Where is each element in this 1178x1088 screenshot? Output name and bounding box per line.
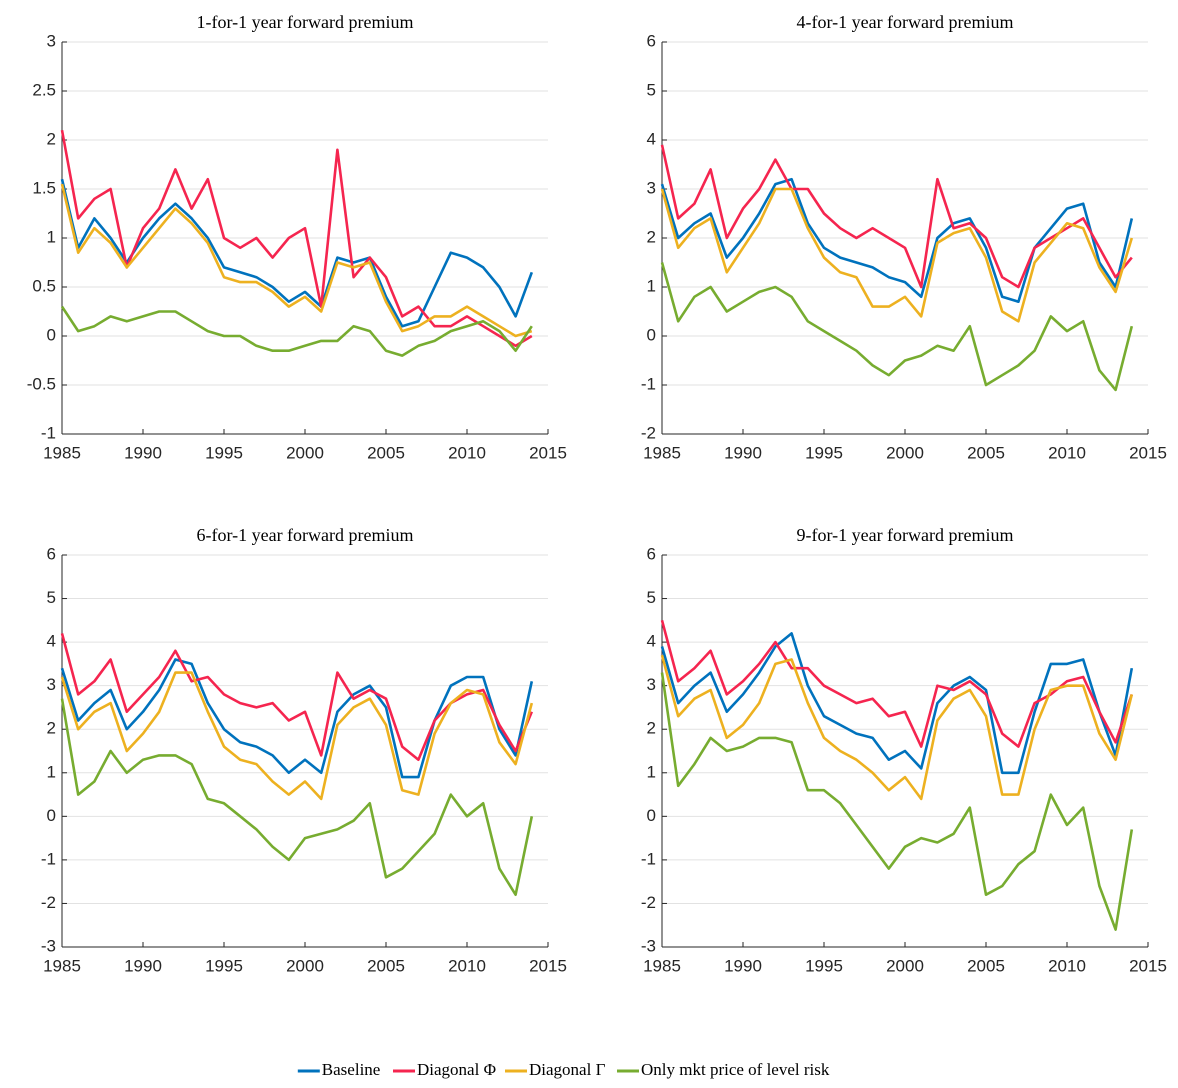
series-line <box>660 187 1134 323</box>
y-tick-label: 4 <box>647 129 656 148</box>
legend-label: Only mkt price of level risk <box>641 1060 830 1079</box>
series-line <box>60 183 533 338</box>
series-line <box>660 177 1134 303</box>
x-tick-label: 2015 <box>529 443 567 462</box>
series-line <box>60 305 533 357</box>
x-tick-label: 2000 <box>886 956 924 975</box>
x-tick-label: 1990 <box>124 443 162 462</box>
series-line <box>660 632 1134 775</box>
y-tick-label: 2 <box>47 129 56 148</box>
y-tick-label: -1 <box>41 849 56 868</box>
legend-label: Baseline <box>322 1060 381 1079</box>
series-line <box>660 619 1134 748</box>
x-tick-label: 2005 <box>967 956 1005 975</box>
series-line <box>60 178 534 328</box>
legend-label: Diagonal Γ <box>529 1060 606 1079</box>
y-tick-label: 5 <box>647 588 656 607</box>
series-line <box>660 654 1134 801</box>
y-tick-label: 1.5 <box>32 178 56 197</box>
x-tick-label: 2015 <box>529 956 567 975</box>
x-tick-label: 2005 <box>367 443 405 462</box>
y-tick-label: -3 <box>641 936 656 955</box>
y-tick-label: 5 <box>47 588 56 607</box>
x-tick-label: 1985 <box>43 956 81 975</box>
series-line <box>60 658 534 779</box>
y-tick-label: -3 <box>41 936 56 955</box>
series-line <box>60 698 534 896</box>
y-tick-label: 4 <box>647 632 656 651</box>
x-tick-label: 2010 <box>448 443 486 462</box>
y-tick-label: 6 <box>647 544 656 563</box>
x-tick-label: 1995 <box>805 443 843 462</box>
chart-title: 1-for-1 year forward premium <box>196 12 413 32</box>
y-tick-label: 2 <box>647 719 656 738</box>
x-tick-label: 2010 <box>1048 443 1086 462</box>
y-tick-label: 1 <box>47 762 56 781</box>
y-tick-label: 3 <box>647 675 656 694</box>
x-tick-label: 2005 <box>967 443 1005 462</box>
x-tick-label: 2010 <box>448 956 486 975</box>
x-tick-label: 1990 <box>124 956 162 975</box>
series-line <box>60 129 533 348</box>
y-tick-label: -1 <box>41 423 56 442</box>
x-tick-label: 1985 <box>643 956 681 975</box>
series-line <box>660 144 1133 289</box>
y-tick-label: 6 <box>47 544 56 563</box>
y-tick-label: 3 <box>47 31 56 50</box>
x-tick-label: 1985 <box>43 443 81 462</box>
y-tick-label: 2.5 <box>32 80 56 99</box>
y-tick-label: 6 <box>647 31 656 50</box>
y-tick-label: 0 <box>47 806 56 825</box>
x-tick-label: 2015 <box>1129 443 1167 462</box>
chart-title: 6-for-1 year forward premium <box>196 525 413 545</box>
y-tick-label: 5 <box>647 80 656 99</box>
x-tick-label: 1995 <box>205 443 243 462</box>
y-tick-label: 1 <box>647 276 656 295</box>
y-tick-label: 0 <box>47 325 56 344</box>
y-tick-label: 2 <box>647 227 656 246</box>
chart-title: 9-for-1 year forward premium <box>796 525 1013 545</box>
series-line <box>660 672 1134 931</box>
y-tick-label: 4 <box>47 632 56 651</box>
x-tick-label: 2015 <box>1129 956 1167 975</box>
y-tick-label: 0 <box>647 325 656 344</box>
y-tick-label: 1 <box>47 227 56 246</box>
x-tick-label: 1990 <box>724 956 762 975</box>
y-tick-label: -1 <box>641 849 656 868</box>
x-tick-label: 2010 <box>1048 956 1086 975</box>
y-tick-label: -0.5 <box>27 374 56 393</box>
x-tick-label: 1995 <box>805 956 843 975</box>
x-tick-label: 1995 <box>205 956 243 975</box>
y-tick-label: 3 <box>647 178 656 197</box>
y-tick-label: -2 <box>641 423 656 442</box>
y-tick-label: -2 <box>641 893 656 912</box>
series-line <box>60 633 534 761</box>
x-tick-label: 2000 <box>286 443 324 462</box>
x-tick-label: 2005 <box>367 956 405 975</box>
x-tick-label: 2000 <box>286 956 324 975</box>
y-tick-label: -1 <box>641 374 656 393</box>
x-tick-label: 1990 <box>724 443 762 462</box>
y-tick-label: 1 <box>647 762 656 781</box>
chart-title: 4-for-1 year forward premium <box>796 12 1013 32</box>
x-tick-label: 2000 <box>886 443 924 462</box>
x-tick-label: 1985 <box>643 443 681 462</box>
y-tick-label: 0 <box>647 806 656 825</box>
y-tick-label: 2 <box>47 719 56 738</box>
y-tick-label: 0.5 <box>32 276 56 295</box>
legend-label: Diagonal Φ <box>417 1060 496 1079</box>
series-line <box>660 262 1134 392</box>
y-tick-label: 3 <box>47 675 56 694</box>
y-tick-label: -2 <box>41 893 56 912</box>
series-line <box>60 671 534 801</box>
